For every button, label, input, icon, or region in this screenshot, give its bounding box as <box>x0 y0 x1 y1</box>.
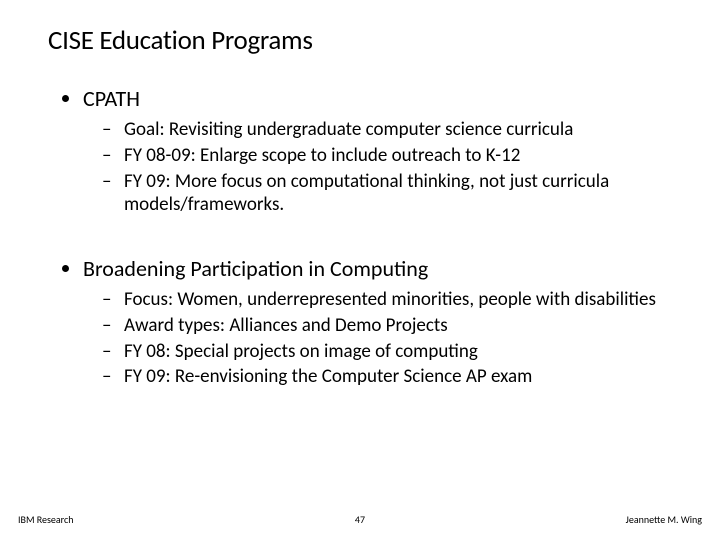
bullet-dot-icon <box>62 265 69 272</box>
dash-icon: – <box>102 314 114 338</box>
slide-body: CISE Education Programs CPATH – Goal: Re… <box>0 0 720 389</box>
sub-bullet-text: FY 09: Re-envisioning the Computer Scien… <box>124 365 672 389</box>
sub-bullet-text: Goal: Revisiting undergraduate computer … <box>124 118 672 142</box>
sub-bullet: – Goal: Revisiting undergraduate compute… <box>102 118 672 142</box>
dash-icon: – <box>102 288 114 312</box>
spacer <box>48 219 672 255</box>
dash-icon: – <box>102 118 114 142</box>
dash-icon: – <box>102 170 114 194</box>
sub-bullet: – FY 09: Re-envisioning the Computer Sci… <box>102 365 672 389</box>
bullet-dot-icon <box>62 95 69 102</box>
footer-left: IBM Research <box>18 513 74 526</box>
dash-icon: – <box>102 144 114 168</box>
sub-bullet: – FY 09: More focus on computational thi… <box>102 170 672 218</box>
sub-bullet-text: FY 08-09: Enlarge scope to include outre… <box>124 144 672 168</box>
bullet-cpath: CPATH <box>62 85 672 112</box>
footer-right: Jeannette M. Wing <box>626 513 702 526</box>
sub-bullet: – FY 08: Special projects on image of co… <box>102 340 672 364</box>
slide-title: CISE Education Programs <box>48 24 672 57</box>
bullet-l1-text: Broadening Participation in Computing <box>83 255 428 282</box>
sub-bullet-text: Focus: Women, underrepresented minoritie… <box>124 288 672 312</box>
sub-bullet: – Focus: Women, underrepresented minorit… <box>102 288 672 312</box>
sub-bullet-text: FY 09: More focus on computational think… <box>124 170 672 218</box>
sub-bullet-text: FY 08: Special projects on image of comp… <box>124 340 672 364</box>
bullet-l1-text: CPATH <box>83 85 140 112</box>
sub-bullet: – Award types: Alliances and Demo Projec… <box>102 314 672 338</box>
sub-bullet: – FY 08-09: Enlarge scope to include out… <box>102 144 672 168</box>
sub-bullet-text: Award types: Alliances and Demo Projects <box>124 314 672 338</box>
dash-icon: – <box>102 340 114 364</box>
bullet-bpc: Broadening Participation in Computing <box>62 255 672 282</box>
dash-icon: – <box>102 365 114 389</box>
slide-footer: IBM Research 47 Jeannette M. Wing <box>0 513 720 526</box>
footer-page-number: 47 <box>355 513 365 526</box>
